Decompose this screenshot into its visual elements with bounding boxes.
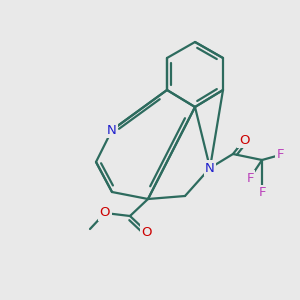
- Text: F: F: [276, 148, 284, 161]
- Text: O: O: [100, 206, 110, 220]
- Text: F: F: [258, 187, 266, 200]
- Text: F: F: [246, 172, 254, 184]
- Text: N: N: [205, 161, 215, 175]
- Text: O: O: [239, 134, 249, 146]
- Text: O: O: [142, 226, 152, 238]
- Text: N: N: [107, 124, 117, 136]
